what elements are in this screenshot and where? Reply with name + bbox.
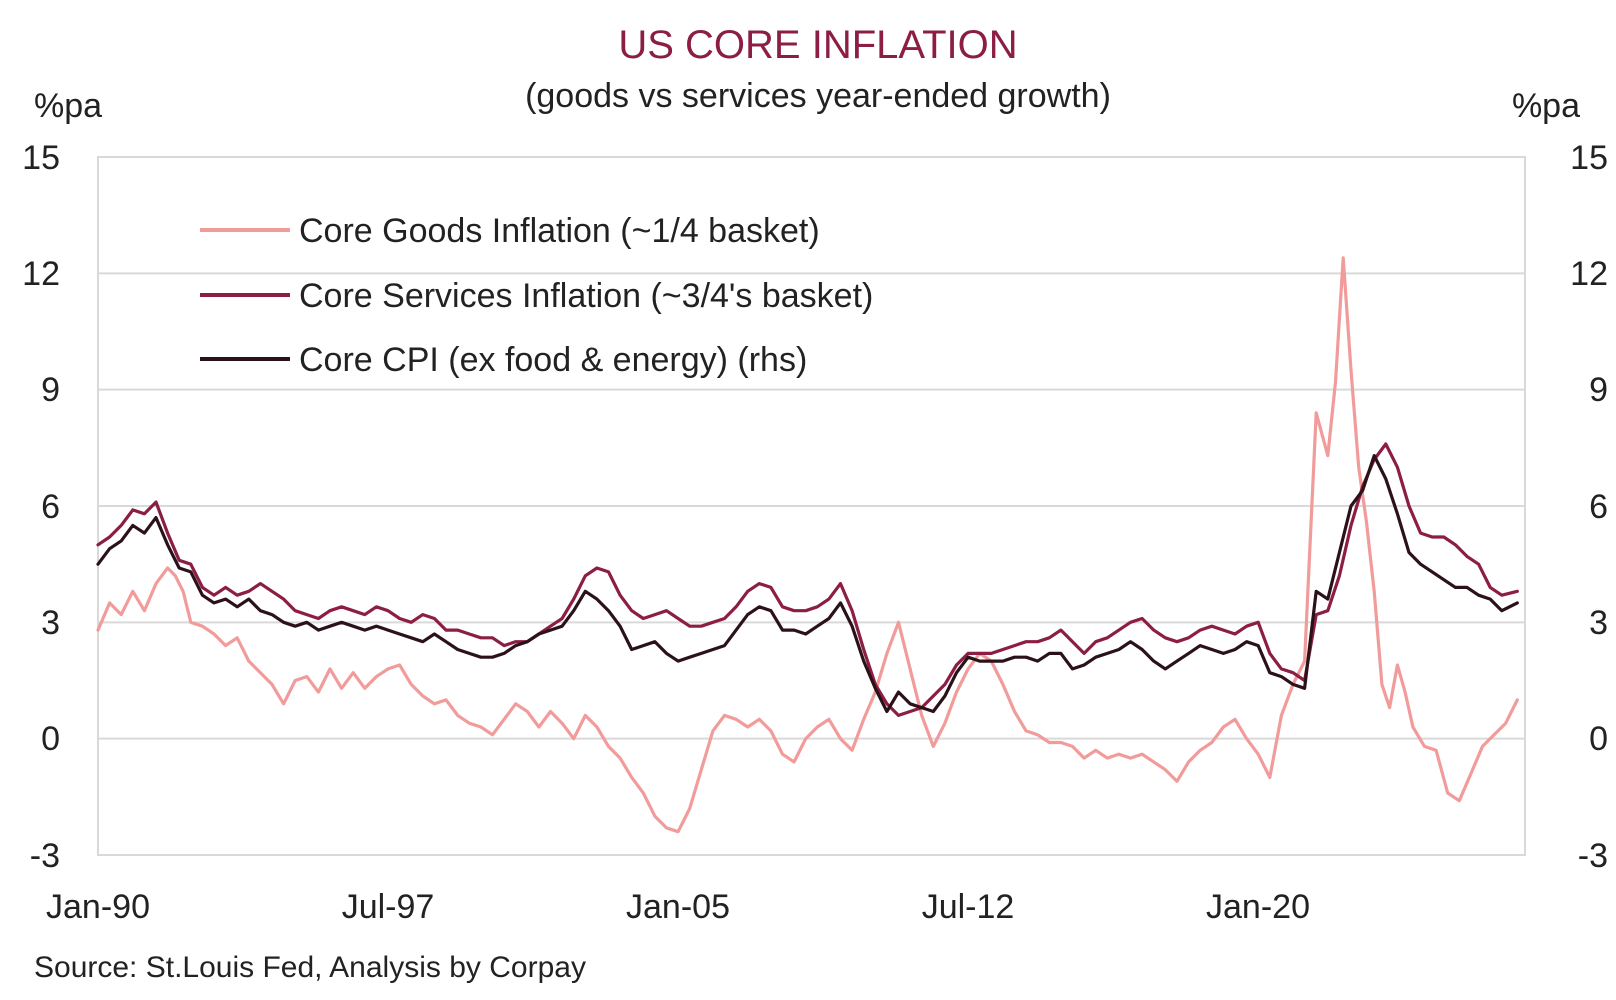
legend-label-core-cpi: Core CPI (ex food & energy) (rhs) — [299, 341, 807, 379]
x-tick-label: Jan-05 — [626, 888, 730, 926]
legend-label-core-services: Core Services Inflation (~3/4's basket) — [299, 277, 873, 315]
left-tick-label: 0 — [41, 720, 60, 758]
x-axis: Jan-90 Jul-97 Jan-05 Jul-12 Jan-20 — [46, 888, 1310, 926]
x-tick-label: Jan-20 — [1206, 888, 1310, 926]
right-tick-label: 6 — [1589, 488, 1608, 526]
right-tick-label: 15 — [1570, 139, 1608, 177]
left-tick-label: 6 — [41, 488, 60, 526]
legend-item-core-cpi: Core CPI (ex food & energy) (rhs) — [200, 341, 807, 379]
legend-item-core-goods: Core Goods Inflation (~1/4 basket) — [200, 212, 820, 250]
left-axis: 15 12 9 6 3 0 -3 — [22, 139, 60, 875]
x-tick-label: Jul-97 — [342, 888, 435, 926]
left-tick-label: 3 — [41, 604, 60, 642]
x-tick-label: Jul-12 — [922, 888, 1015, 926]
left-tick-label: 15 — [22, 139, 60, 177]
right-axis: 15 12 9 6 3 0 -3 — [1570, 139, 1608, 875]
right-tick-label: 12 — [1570, 255, 1608, 293]
legend-item-core-services: Core Services Inflation (~3/4's basket) — [200, 277, 873, 315]
left-tick-label: 12 — [22, 255, 60, 293]
left-tick-label: 9 — [41, 371, 60, 409]
chart-title: US CORE INFLATION — [618, 23, 1017, 67]
legend-label-core-goods: Core Goods Inflation (~1/4 basket) — [299, 212, 820, 250]
plot-frame — [97, 156, 1526, 856]
series-lines — [96, 256, 1519, 834]
chart-subtitle: (goods vs services year-ended growth) — [525, 77, 1111, 115]
left-tick-label: -3 — [30, 837, 60, 875]
source-note: Source: St.Louis Fed, Analysis by Corpay — [34, 951, 586, 984]
legend: Core Goods Inflation (~1/4 basket) Core … — [200, 212, 873, 379]
right-tick-label: 9 — [1589, 371, 1608, 409]
core-goods-line — [96, 256, 1519, 834]
x-tick-label: Jan-90 — [46, 888, 150, 926]
left-axis-unit: %pa — [34, 87, 102, 125]
right-tick-label: 0 — [1589, 720, 1608, 758]
core-services-line — [96, 442, 1519, 717]
right-tick-label: 3 — [1589, 604, 1608, 642]
core-cpi-line — [96, 454, 1519, 714]
right-axis-unit: %pa — [1512, 87, 1580, 125]
right-tick-label: -3 — [1578, 837, 1608, 875]
